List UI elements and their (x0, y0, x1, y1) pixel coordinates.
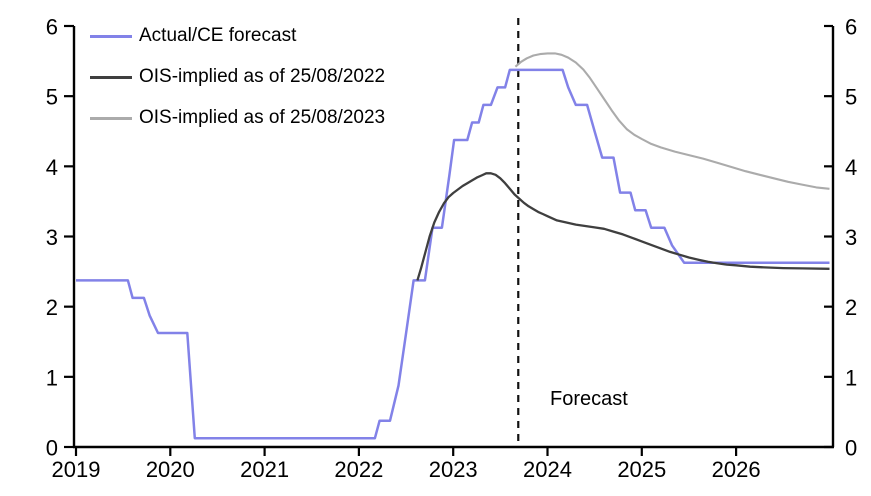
x-tick-label: 2024 (523, 457, 572, 482)
legend-swatch-actual-ce-forecast (90, 34, 132, 38)
legend-swatch-ois-2022 (90, 75, 132, 79)
x-tick-label: 2023 (429, 457, 478, 482)
y-tick-label-right: 4 (845, 155, 857, 180)
chart-legend: Actual/CE forecast OIS-implied as of 25/… (90, 24, 385, 130)
y-tick-label-left: 2 (46, 295, 58, 320)
y-tick-label-left: 0 (46, 436, 58, 461)
y-tick-label-left: 1 (46, 365, 58, 390)
legend-item-actual-ce-forecast: Actual/CE forecast (90, 24, 385, 48)
y-tick-label-right: 2 (845, 295, 857, 320)
y-tick-label-right: 5 (845, 85, 857, 110)
x-tick-label: 2019 (52, 457, 101, 482)
x-tick-label: 2020 (146, 457, 195, 482)
x-tick-label: 2021 (240, 457, 289, 482)
legend-label: OIS-implied as of 25/08/2023 (139, 107, 386, 128)
legend-label: OIS-implied as of 25/08/2022 (139, 66, 386, 87)
x-tick-label: 2022 (334, 457, 383, 482)
legend-label: Actual/CE forecast (139, 25, 297, 46)
y-tick-label-left: 4 (46, 155, 58, 180)
y-tick-label-left: 5 (46, 85, 58, 110)
y-tick-label-right: 6 (845, 15, 857, 40)
series-line-ois-implied-as-of-25-08-2023 (514, 52, 830, 190)
y-tick-label-left: 6 (46, 15, 58, 40)
y-tick-label-right: 3 (845, 225, 857, 250)
y-tick-label-left: 3 (46, 225, 58, 250)
x-tick-label: 2025 (617, 457, 666, 482)
legend-item-ois-2023: OIS-implied as of 25/08/2023 (90, 106, 385, 130)
x-tick-label: 2026 (712, 457, 761, 482)
series-line-ois-implied-as-of-25-08-2022 (416, 172, 830, 281)
y-tick-label-right: 0 (845, 436, 857, 461)
y-tick-label-right: 1 (845, 365, 857, 390)
forecast-annotation: Forecast (550, 388, 628, 410)
legend-item-ois-2022: OIS-implied as of 25/08/2022 (90, 65, 385, 89)
legend-swatch-ois-2023 (90, 116, 132, 120)
series-line-actual-ce-forecast (76, 68, 830, 440)
